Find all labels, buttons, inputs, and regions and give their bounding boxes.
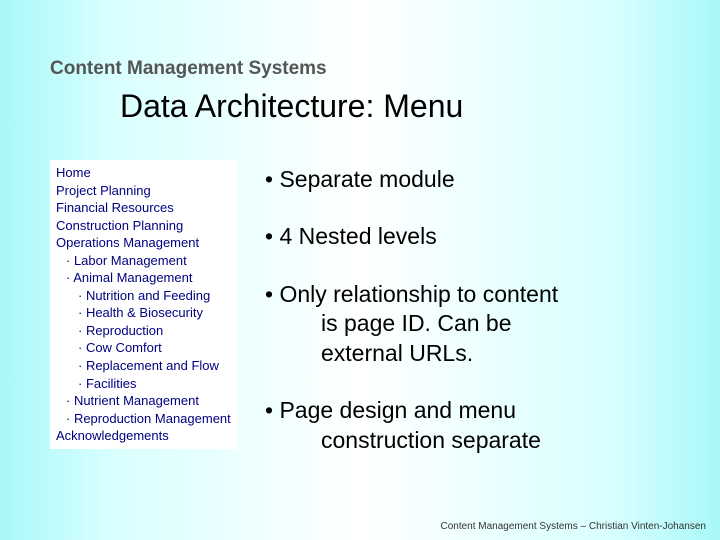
- bullet-text: construction separate: [265, 426, 685, 455]
- slide-header: Content Management Systems: [50, 58, 327, 80]
- menu-item: Financial Resources: [56, 199, 232, 217]
- menu-item: Acknowledgements: [56, 427, 232, 445]
- menu-item: Operations Management: [56, 234, 232, 252]
- menu-item: · Nutrition and Feeding: [56, 287, 232, 305]
- menu-item: Project Planning: [56, 182, 232, 200]
- bullet-text: • 4 Nested levels: [265, 222, 685, 251]
- menu-item: · Reproduction Management: [56, 410, 232, 428]
- bullet-text: is page ID. Can be: [265, 309, 685, 338]
- menu-example: Home Project Planning Financial Resource…: [50, 160, 238, 449]
- bullet-text: • Page design and menu: [265, 396, 685, 425]
- bullet-text: • Separate module: [265, 165, 685, 194]
- menu-item: Construction Planning: [56, 217, 232, 235]
- slide-footer: Content Management Systems – Christian V…: [440, 521, 706, 532]
- menu-item: · Cow Comfort: [56, 339, 232, 357]
- menu-item: · Health & Biosecurity: [56, 304, 232, 322]
- menu-item: · Nutrient Management: [56, 392, 232, 410]
- bullet-item: • 4 Nested levels: [265, 222, 685, 251]
- menu-item: · Animal Management: [56, 269, 232, 287]
- bullet-text: • Only relationship to content: [265, 280, 685, 309]
- slide-title: Data Architecture: Menu: [120, 88, 463, 125]
- menu-item: · Replacement and Flow: [56, 357, 232, 375]
- bullet-list: • Separate module • 4 Nested levels • On…: [265, 165, 685, 483]
- bullet-text: external URLs.: [265, 339, 685, 368]
- menu-item: · Facilities: [56, 375, 232, 393]
- menu-item: · Reproduction: [56, 322, 232, 340]
- menu-item: Home: [56, 164, 232, 182]
- bullet-item: • Separate module: [265, 165, 685, 194]
- bullet-item: • Page design and menu construction sepa…: [265, 396, 685, 455]
- bullet-item: • Only relationship to content is page I…: [265, 280, 685, 368]
- menu-item: · Labor Management: [56, 252, 232, 270]
